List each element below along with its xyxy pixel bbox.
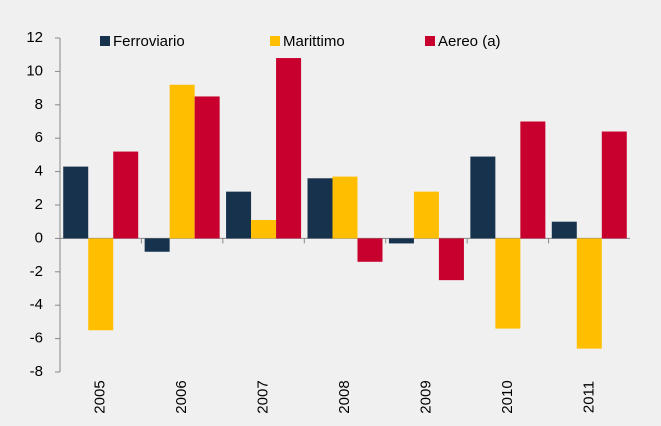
y-tick-label: -8 <box>30 363 43 380</box>
legend-swatch <box>425 36 435 46</box>
y-tick-label: 6 <box>35 129 43 146</box>
legend-label: Ferroviario <box>113 33 185 50</box>
bar <box>438 238 464 281</box>
bar <box>276 58 302 239</box>
bar <box>551 221 577 239</box>
bar <box>63 166 89 239</box>
bar <box>413 191 439 239</box>
legend-label: Aereo (a) <box>438 33 501 50</box>
bar <box>576 238 602 349</box>
y-tick-label: -2 <box>30 263 43 280</box>
bar <box>194 96 220 239</box>
bar <box>357 238 383 262</box>
legend-swatch <box>100 36 110 46</box>
y-tick-label: 4 <box>35 163 43 180</box>
y-tick-label: -4 <box>30 296 43 313</box>
bar <box>332 176 358 239</box>
bar <box>144 238 170 252</box>
x-tick-label: 2005 <box>92 380 109 413</box>
y-tick-label: 12 <box>26 29 43 46</box>
x-tick-label: 2011 <box>580 381 597 413</box>
bar <box>307 178 333 239</box>
bar <box>601 131 627 239</box>
x-tick-label: 2010 <box>499 380 516 413</box>
x-tick-label: 2007 <box>255 380 272 413</box>
y-tick-label: 8 <box>35 96 43 113</box>
y-tick-label: 0 <box>35 229 43 246</box>
legend-swatch <box>270 36 280 46</box>
x-tick-label: 2006 <box>173 380 190 413</box>
y-tick-label: -6 <box>30 330 43 347</box>
y-tick-label: 2 <box>35 196 43 213</box>
x-tick-label: 2008 <box>336 380 353 413</box>
bar <box>520 121 546 239</box>
bar <box>251 220 277 239</box>
bar <box>226 191 252 239</box>
bar <box>495 238 521 329</box>
bar <box>388 238 414 244</box>
bar <box>113 151 139 239</box>
bar <box>88 238 114 331</box>
legend-label: Marittimo <box>283 33 345 50</box>
y-tick-label: 10 <box>26 62 43 79</box>
x-tick-label: 2009 <box>417 380 434 413</box>
bar <box>470 156 496 239</box>
bar <box>169 84 195 239</box>
